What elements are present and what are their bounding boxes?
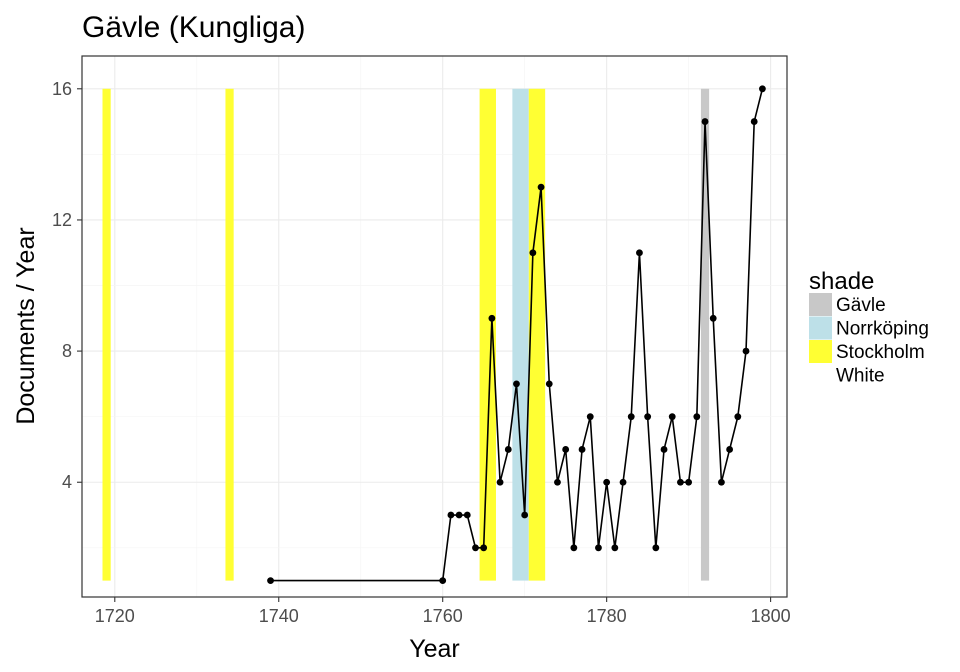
legend-key-stockholm xyxy=(809,340,832,363)
y-tick-label: 12 xyxy=(52,210,72,230)
x-axis-title: Year xyxy=(409,635,460,663)
data-point xyxy=(701,118,709,125)
data-point xyxy=(570,544,578,552)
data-point xyxy=(603,478,611,486)
legend-label: Norrköping xyxy=(836,319,929,340)
data-point xyxy=(636,249,643,257)
x-tick-label: 1760 xyxy=(423,606,463,626)
data-point xyxy=(693,413,701,421)
legend-title: shade xyxy=(809,268,874,295)
plot-background xyxy=(82,56,787,597)
x-tick-label: 1780 xyxy=(587,606,627,626)
data-point xyxy=(677,478,684,486)
data-point xyxy=(595,544,602,552)
data-point xyxy=(521,511,529,519)
shade-band-stockholm xyxy=(102,88,111,581)
data-point xyxy=(455,511,463,519)
data-point xyxy=(496,478,504,486)
shade-band-stockholm xyxy=(528,88,546,581)
data-point xyxy=(726,446,734,453)
shade-bands xyxy=(102,88,710,581)
data-point xyxy=(734,413,742,421)
legend-key-norrköping xyxy=(809,316,832,340)
y-axis-title: Documents / Year xyxy=(12,227,40,424)
data-point xyxy=(537,183,545,191)
data-point xyxy=(611,544,619,552)
data-point xyxy=(480,544,488,552)
data-point xyxy=(627,413,635,421)
data-point xyxy=(554,478,561,486)
data-point xyxy=(652,544,660,552)
y-tick-label: 16 xyxy=(52,79,72,99)
data-point xyxy=(685,478,693,486)
data-point xyxy=(718,478,725,486)
data-point xyxy=(709,314,717,322)
data-point xyxy=(668,413,676,421)
x-axis: 1720 1740 1760 1780 1800 xyxy=(95,597,791,626)
legend-label: White xyxy=(836,366,885,387)
data-point xyxy=(488,314,496,322)
data-point xyxy=(545,380,553,388)
shade-band-stockholm xyxy=(225,88,234,581)
y-axis: 4 8 12 16 xyxy=(52,79,82,492)
data-point xyxy=(742,347,750,355)
y-tick-label: 4 xyxy=(62,472,72,492)
shade-band-stockholm xyxy=(479,88,496,581)
y-tick-label: 8 xyxy=(62,341,72,361)
legend-label: Stockholm xyxy=(836,342,925,363)
data-point xyxy=(562,446,570,453)
data-point xyxy=(750,118,758,125)
legend-label: Gävle xyxy=(836,295,886,316)
data-point xyxy=(463,511,471,519)
data-point xyxy=(759,85,766,93)
x-tick-label: 1740 xyxy=(259,606,299,626)
data-point xyxy=(644,413,652,421)
series-layer xyxy=(267,85,766,585)
data-point xyxy=(439,577,447,585)
data-point xyxy=(586,413,594,421)
data-point xyxy=(578,446,586,453)
data-point xyxy=(472,544,479,552)
legend-key-white xyxy=(809,363,832,387)
shade-band-gävle xyxy=(700,88,710,581)
x-tick-label: 1800 xyxy=(751,606,791,626)
shade-band-norrköping xyxy=(512,88,529,581)
data-point xyxy=(529,249,537,257)
data-point xyxy=(267,577,274,585)
x-tick-label: 1720 xyxy=(95,606,135,626)
data-point xyxy=(504,446,512,453)
chart-title: Gävle (Kungliga) xyxy=(82,11,305,44)
data-point xyxy=(513,380,520,388)
data-point xyxy=(447,511,455,519)
data-point xyxy=(619,478,627,486)
data-point xyxy=(660,446,668,453)
legend-key-gävle xyxy=(809,293,832,316)
plot-border xyxy=(81,55,788,598)
